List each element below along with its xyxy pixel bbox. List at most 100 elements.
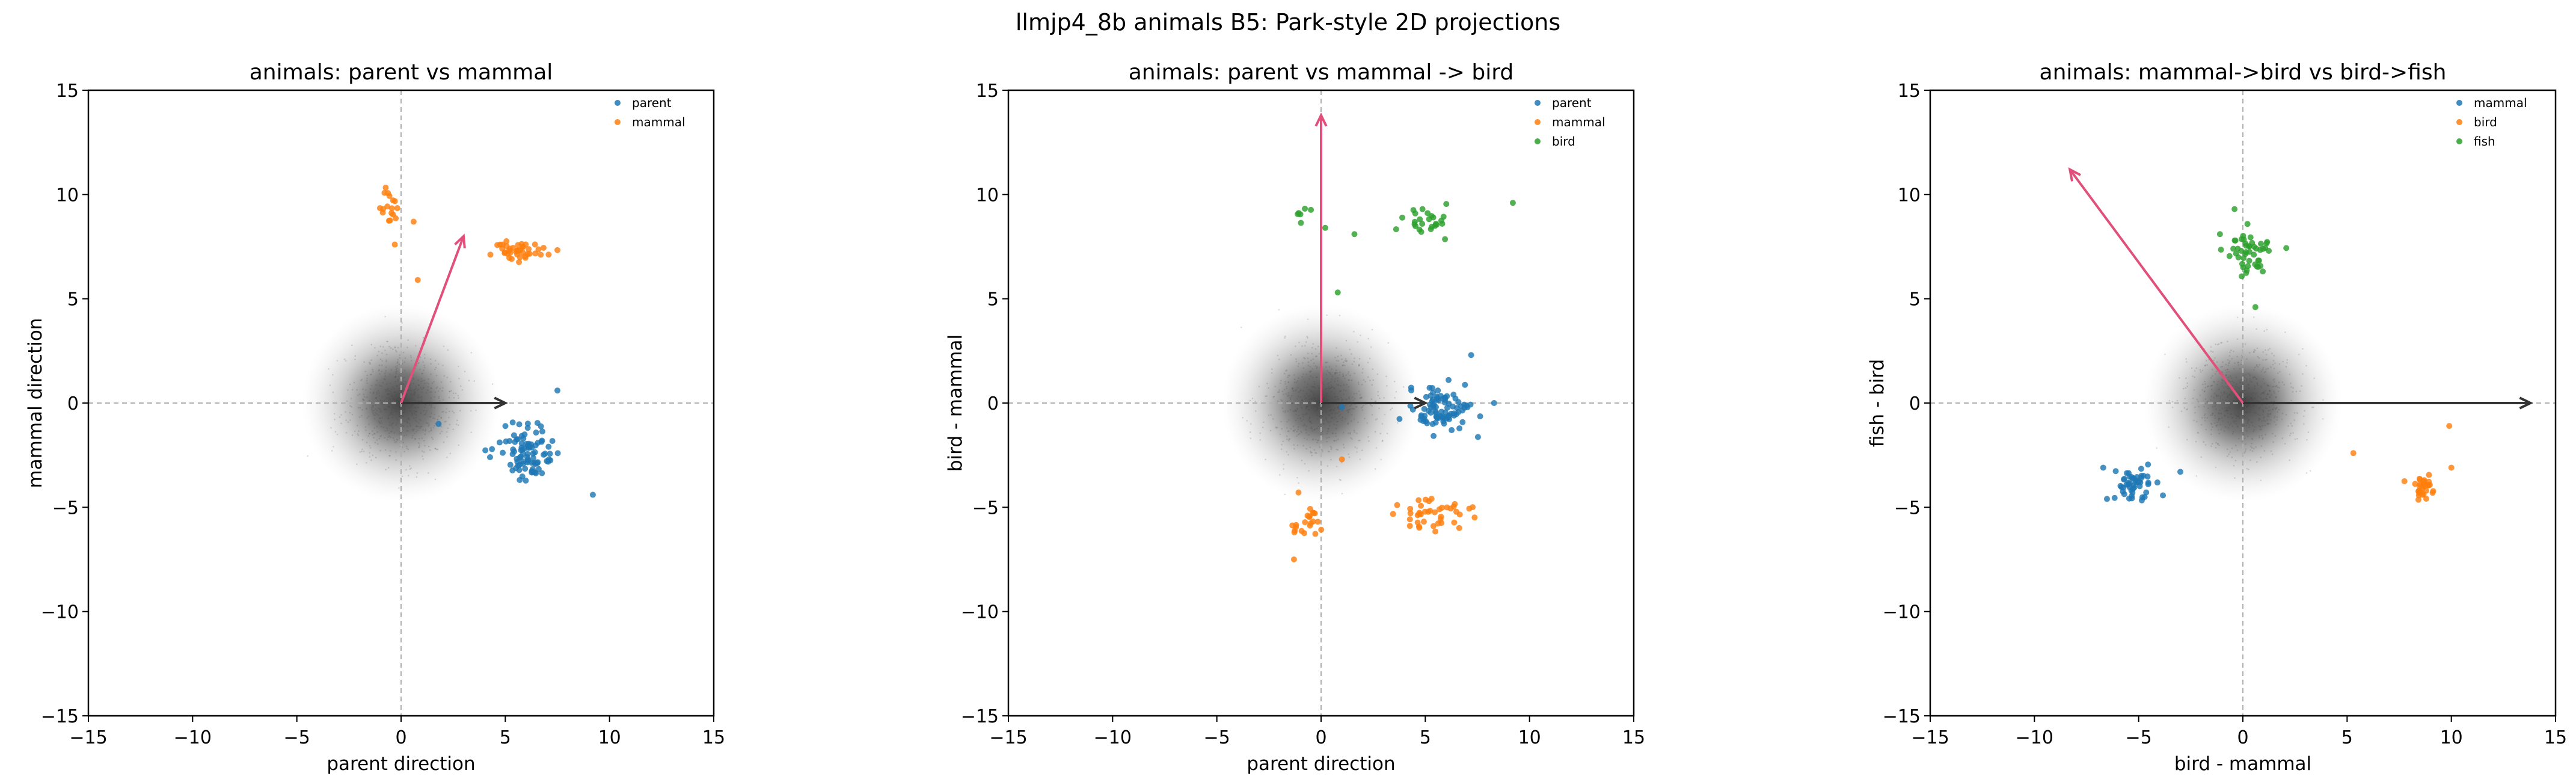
cloud-point [2236, 425, 2239, 427]
cloud-point [2262, 367, 2265, 369]
cloud-point [2210, 377, 2212, 379]
cloud-point [1326, 465, 1329, 467]
data-point-parent [1418, 413, 1424, 420]
cloud-point [387, 393, 390, 395]
cloud-point [1307, 361, 1310, 363]
data-point-mammal [1456, 525, 1462, 531]
legend-marker-mammal [1535, 119, 1541, 125]
cloud-point [2243, 416, 2245, 417]
data-point-mammal [1406, 516, 1413, 523]
data-point-bird [1298, 220, 1304, 226]
cloud-point [1295, 389, 1298, 391]
cloud-point [1272, 418, 1274, 420]
cloud-point [2247, 422, 2249, 424]
cloud-point [1298, 433, 1301, 435]
cloud-point [1369, 357, 1371, 360]
cloud-point [374, 442, 376, 443]
cloud-point [2206, 417, 2209, 419]
cloud-point [2232, 400, 2234, 402]
cloud-point [384, 408, 385, 410]
cloud-point [2255, 393, 2257, 395]
cloud-point [377, 414, 379, 416]
cloud-point [391, 422, 394, 425]
cloud-point [372, 371, 374, 373]
cloud-point [420, 398, 423, 401]
data-point-bird [2430, 488, 2436, 494]
cloud-point [1258, 386, 1260, 387]
cloud-point [1345, 398, 1347, 400]
cloud-point [2274, 381, 2276, 383]
data-point-mammal [393, 215, 399, 221]
cloud-point [1381, 423, 1384, 425]
cloud-point [2275, 407, 2278, 409]
cloud-point [420, 426, 422, 428]
cloud-point [2262, 425, 2263, 427]
cloud-point [2212, 413, 2214, 415]
cloud-point [382, 346, 384, 348]
cloud-point [2236, 386, 2238, 388]
cloud-point [443, 410, 444, 413]
cloud-point [358, 416, 361, 418]
cloud-point [1337, 407, 1339, 409]
cloud-point [379, 400, 382, 402]
cloud-point [1330, 458, 1332, 461]
data-point-fish [2249, 239, 2256, 246]
cloud-point [2260, 445, 2263, 447]
cloud-point [2193, 389, 2195, 391]
cloud-point [417, 406, 419, 408]
cloud-point [2228, 406, 2230, 408]
data-point-mammal [554, 247, 561, 253]
direction-arrow-dark [2243, 396, 2533, 410]
cloud-point [1307, 405, 1309, 408]
cloud-point [414, 406, 416, 408]
cloud-point [1280, 399, 1282, 401]
cloud-point [2211, 414, 2213, 416]
y-axis-label: fish - bird [1866, 359, 1888, 447]
data-point-mammal [1312, 531, 1319, 537]
cloud-point [1313, 399, 1315, 401]
cloud-point [2214, 357, 2216, 359]
data-point-parent [482, 447, 489, 454]
cloud-point [370, 459, 372, 461]
cloud-point [2245, 380, 2248, 382]
cloud-point [2246, 420, 2248, 422]
cloud-point [2220, 428, 2222, 431]
cloud-point [1305, 425, 1308, 427]
legend-label: mammal [1552, 115, 1605, 129]
cloud-point [2171, 401, 2174, 403]
cloud-point [1284, 381, 1286, 383]
cloud-point [1337, 406, 1339, 408]
cloud-point [1325, 374, 1328, 376]
cloud-point [351, 389, 354, 391]
cloud-point [1348, 409, 1350, 411]
cloud-point [394, 346, 396, 348]
cloud-point [1316, 403, 1319, 405]
cloud-point [417, 442, 420, 444]
cloud-point [1277, 400, 1279, 402]
cloud-point [403, 361, 405, 363]
cloud-point [1301, 400, 1304, 402]
legend-label: parent [1552, 96, 1592, 110]
cloud-point [388, 455, 390, 457]
x-tick-label: 10 [598, 727, 621, 748]
data-point-mammal [382, 184, 389, 191]
data-point-bird [2412, 481, 2418, 487]
data-point-bird [1418, 229, 1424, 235]
cloud-point [431, 437, 433, 439]
data-point-parent [521, 445, 528, 452]
cloud-point [1323, 419, 1325, 421]
cloud-point [1309, 395, 1311, 396]
data-point-parent [1474, 434, 1481, 440]
cloud-point [1393, 380, 1396, 383]
cloud-point [2237, 401, 2239, 403]
data-point-parent [1468, 352, 1474, 359]
cloud-point [2248, 352, 2251, 354]
cloud-point [1242, 416, 1244, 419]
cloud-point [1386, 433, 1388, 434]
cloud-point [1308, 434, 1310, 436]
data-point-mammal [2111, 494, 2118, 501]
cloud-point [1335, 369, 1337, 371]
cloud-point [447, 427, 449, 429]
cloud-point [361, 448, 363, 451]
cloud-point [1370, 398, 1373, 400]
